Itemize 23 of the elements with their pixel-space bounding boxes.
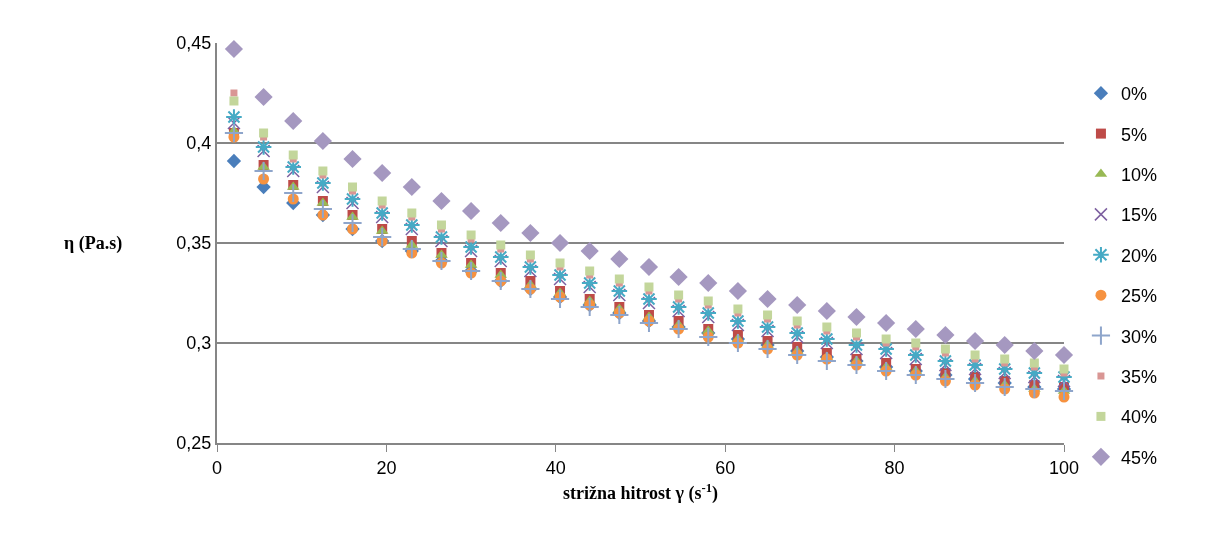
x-tick-label: 100 xyxy=(1048,457,1080,478)
legend-label: 20% xyxy=(1120,245,1157,266)
legend-label: 0% xyxy=(1120,84,1147,105)
legend-label: 25% xyxy=(1120,286,1157,307)
legend-label: 45% xyxy=(1120,447,1157,468)
x-axis-title: strižna hitrost γ (s$^{-1}$) xyxy=(562,480,719,505)
x-tick-label: 20 xyxy=(376,457,397,478)
y-tick-label: 0,35 xyxy=(176,233,212,254)
legend-label: 5% xyxy=(1120,124,1147,145)
x-tick-label: 80 xyxy=(884,457,905,478)
y-tick-label: 0,45 xyxy=(176,33,212,54)
y-tick-label: 0,25 xyxy=(176,433,212,454)
y-tick-label: 0,3 xyxy=(186,333,212,354)
x-tick-label: 60 xyxy=(715,457,736,478)
legend-label: 15% xyxy=(1120,205,1157,226)
legend-label: 10% xyxy=(1120,165,1157,186)
x-tick-label: 0 xyxy=(211,457,223,478)
x-tick-label: 40 xyxy=(545,457,566,478)
legend-label: 35% xyxy=(1120,367,1157,388)
y-axis-title: η (Pa.s) xyxy=(64,233,123,254)
y-tick-label: 0,4 xyxy=(186,133,212,154)
legend-label: 30% xyxy=(1120,326,1157,347)
legend-label: 40% xyxy=(1120,407,1157,428)
